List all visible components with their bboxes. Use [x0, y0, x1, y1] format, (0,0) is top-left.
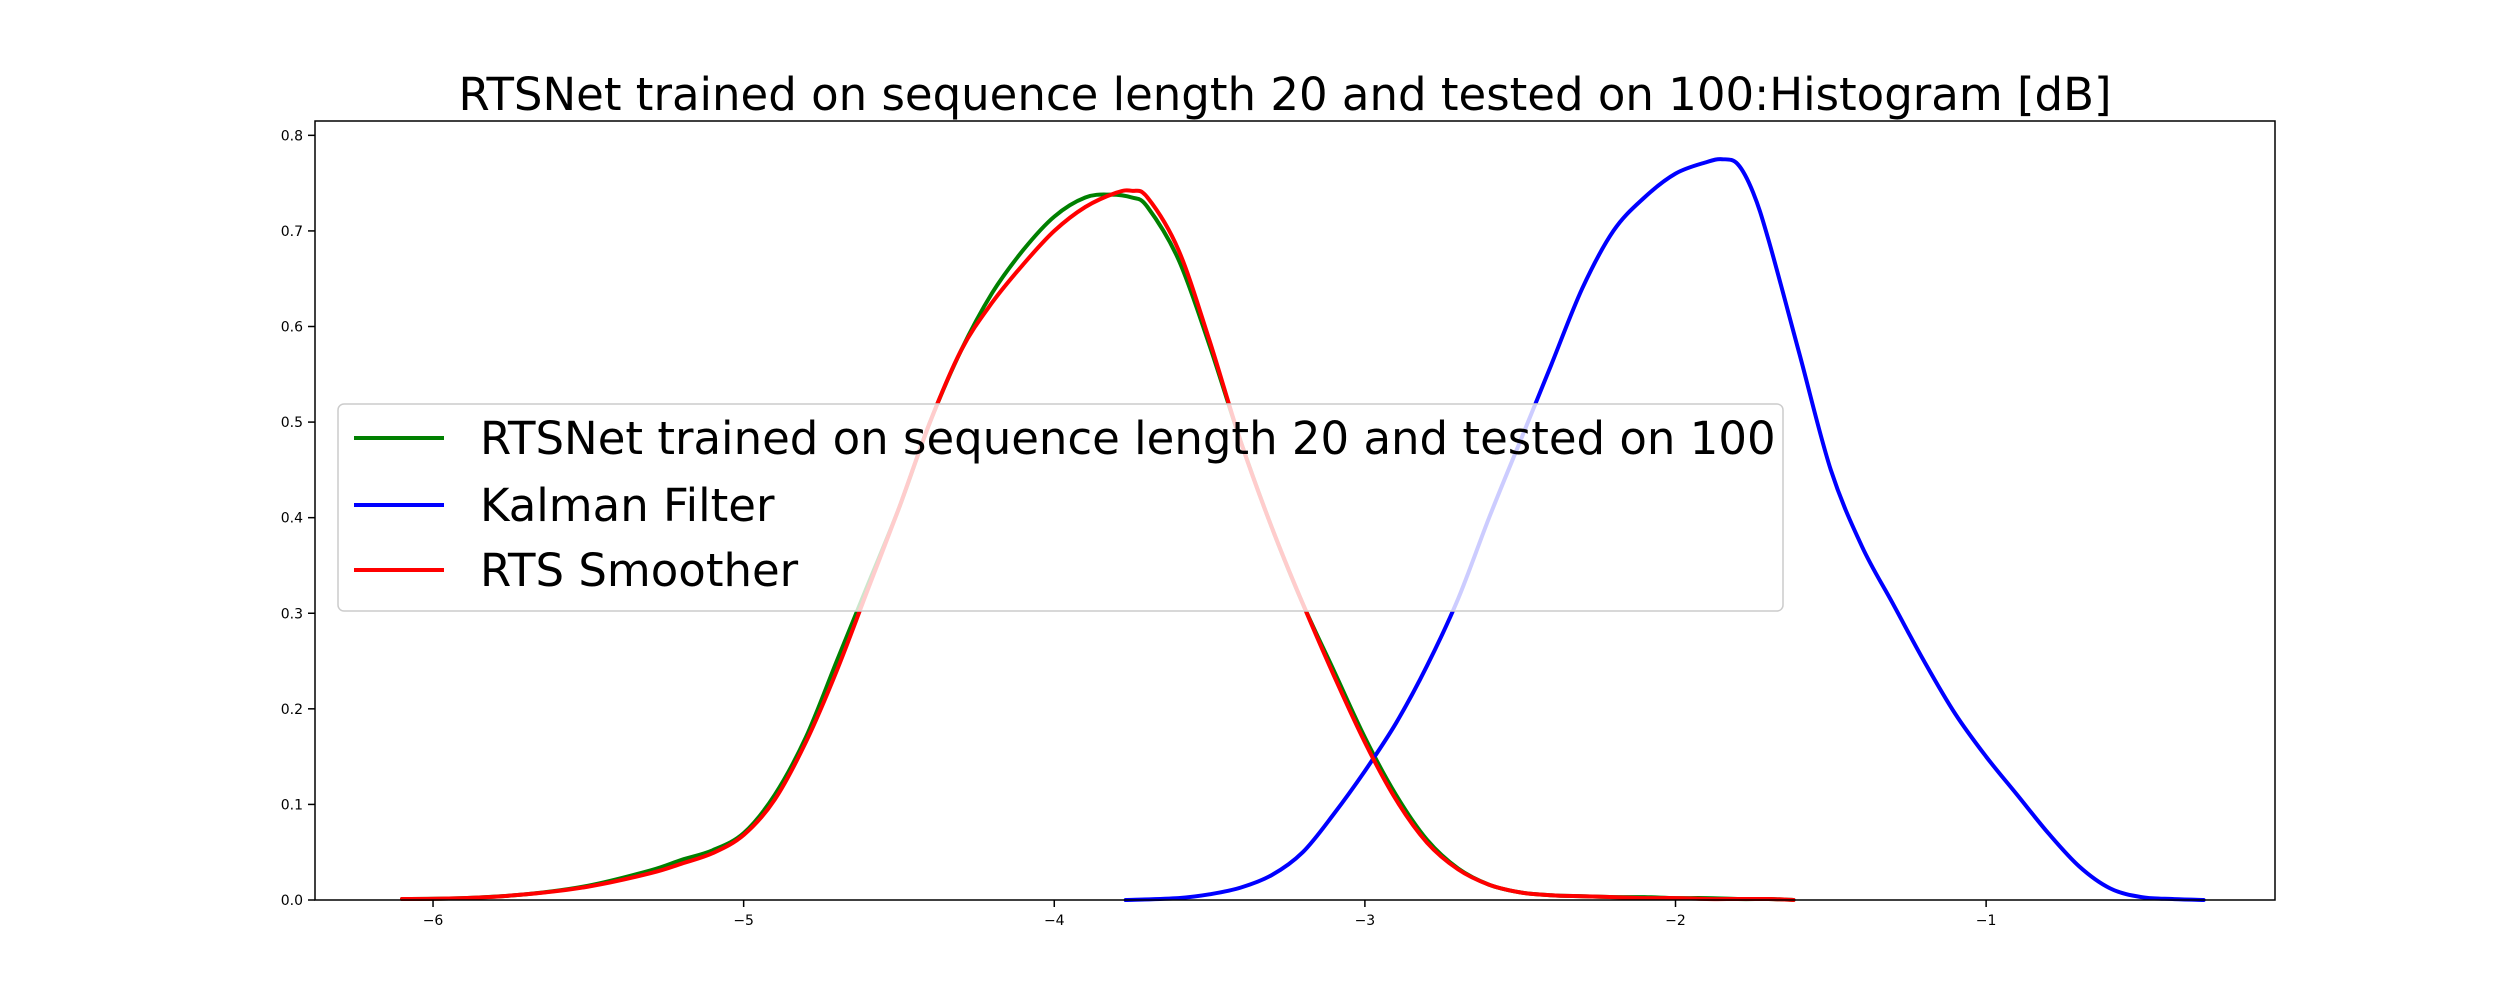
series-layer — [400, 157, 2206, 902]
legend-label-rts-smoother: RTS Smoother — [480, 544, 799, 597]
y-tick-label: 0.2 — [281, 702, 303, 718]
y-tick-label: 0.3 — [281, 606, 303, 622]
y-tick-label: 0.7 — [281, 224, 303, 240]
x-tick-label: −3 — [1355, 913, 1376, 929]
y-tick-label: 0.5 — [281, 415, 303, 431]
chart-legend: RTSNet trained on sequence length 20 and… — [337, 403, 1784, 612]
x-tick-label: −5 — [733, 913, 754, 929]
legend-label-rtsnet: RTSNet trained on sequence length 20 and… — [480, 412, 1776, 465]
chart-title: RTSNet trained on sequence length 20 and… — [458, 68, 2111, 121]
y-tick-label: 0.1 — [281, 797, 303, 813]
x-tick-label: −2 — [1665, 913, 1686, 929]
series-line-2 — [400, 188, 1796, 902]
legend-frame — [337, 403, 1784, 612]
y-tick-label: 0.0 — [281, 893, 303, 909]
plot-frame — [314, 120, 2276, 901]
legend-label-kalman-filter: Kalman Filter — [480, 479, 775, 532]
y-tick-label: 0.4 — [281, 511, 303, 527]
axes-layer: −6 −5 −4 −3 −2 −1 0.0 0.1 0.2 0.3 0.4 0.5 0.6 0.7 0.8 — [281, 120, 2276, 929]
y-tick-label: 0.6 — [281, 320, 303, 336]
x-tick-label: −4 — [1044, 913, 1065, 929]
x-tick-label: −6 — [423, 913, 444, 929]
series-line-1 — [1123, 157, 2206, 902]
y-tick-label: 0.8 — [281, 128, 303, 144]
x-tick-label: −1 — [1976, 913, 1997, 929]
